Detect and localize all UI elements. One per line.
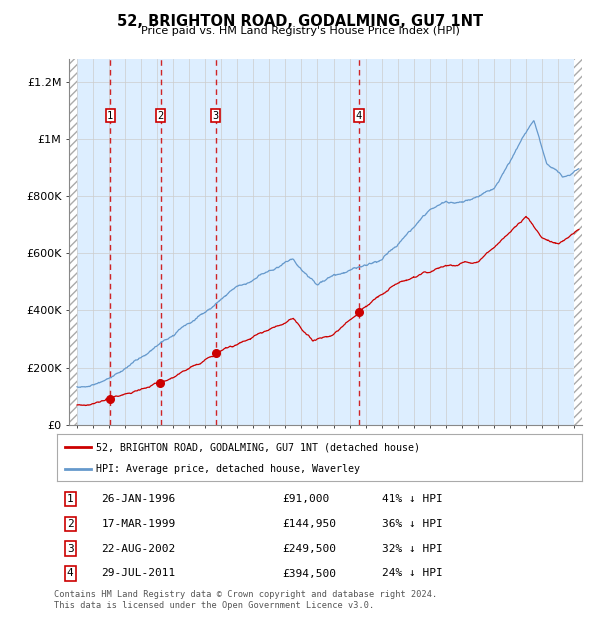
Text: 17-MAR-1999: 17-MAR-1999	[101, 519, 176, 529]
Text: 26-JAN-1996: 26-JAN-1996	[101, 494, 176, 504]
Text: 3: 3	[67, 544, 74, 554]
Text: 24% ↓ HPI: 24% ↓ HPI	[383, 569, 443, 578]
Text: Contains HM Land Registry data © Crown copyright and database right 2024.: Contains HM Land Registry data © Crown c…	[54, 590, 437, 600]
Text: 2: 2	[67, 519, 74, 529]
Text: 32% ↓ HPI: 32% ↓ HPI	[383, 544, 443, 554]
Text: HPI: Average price, detached house, Waverley: HPI: Average price, detached house, Wave…	[97, 464, 361, 474]
Text: £249,500: £249,500	[283, 544, 337, 554]
Text: £144,950: £144,950	[283, 519, 337, 529]
Text: 52, BRIGHTON ROAD, GODALMING, GU7 1NT: 52, BRIGHTON ROAD, GODALMING, GU7 1NT	[117, 14, 483, 29]
Text: This data is licensed under the Open Government Licence v3.0.: This data is licensed under the Open Gov…	[54, 601, 374, 611]
Text: 2: 2	[157, 110, 164, 121]
Text: £91,000: £91,000	[283, 494, 330, 504]
Text: 1: 1	[107, 110, 113, 121]
Text: 29-JUL-2011: 29-JUL-2011	[101, 569, 176, 578]
Text: 36% ↓ HPI: 36% ↓ HPI	[383, 519, 443, 529]
Text: 52, BRIGHTON ROAD, GODALMING, GU7 1NT (detached house): 52, BRIGHTON ROAD, GODALMING, GU7 1NT (d…	[97, 442, 421, 452]
Bar	[574, 59, 582, 425]
Text: 3: 3	[212, 110, 218, 121]
Text: £394,500: £394,500	[283, 569, 337, 578]
Text: 1: 1	[67, 494, 74, 504]
Text: 41% ↓ HPI: 41% ↓ HPI	[383, 494, 443, 504]
Bar	[69, 59, 77, 425]
Text: 4: 4	[67, 569, 74, 578]
Text: 22-AUG-2002: 22-AUG-2002	[101, 544, 176, 554]
Text: Price paid vs. HM Land Registry's House Price Index (HPI): Price paid vs. HM Land Registry's House …	[140, 26, 460, 36]
Text: 4: 4	[356, 110, 362, 121]
